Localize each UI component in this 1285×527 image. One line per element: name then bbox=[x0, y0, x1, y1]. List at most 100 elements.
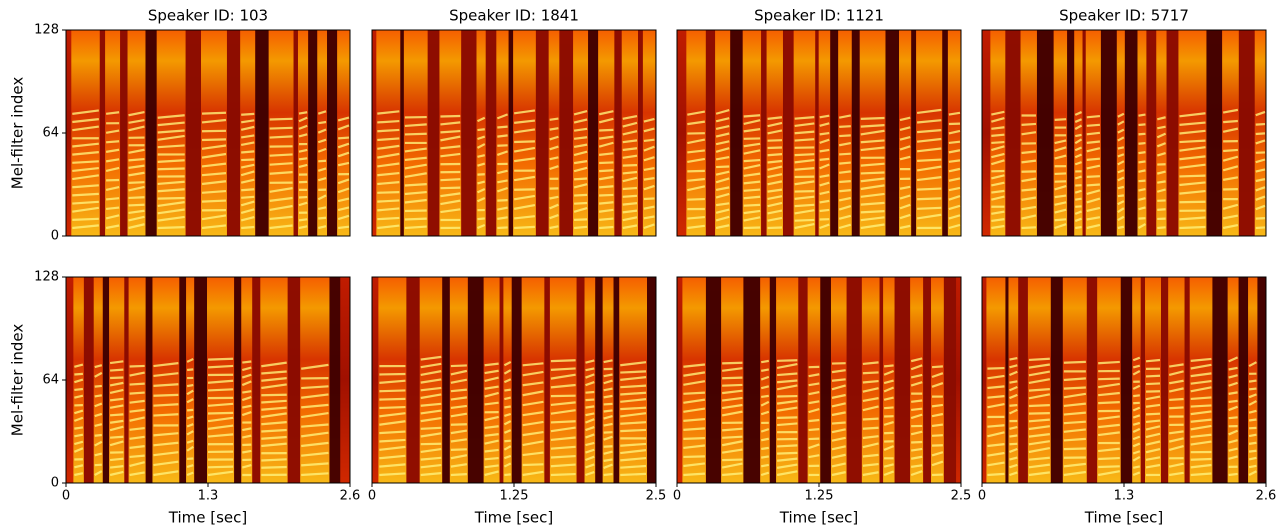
harmonic bbox=[261, 421, 287, 426]
harmonic bbox=[991, 110, 1005, 116]
panel-title: Speaker ID: 1121 bbox=[754, 7, 884, 25]
harmonic bbox=[585, 390, 595, 394]
harmonic bbox=[242, 360, 252, 364]
voiced-segment bbox=[268, 30, 294, 236]
harmonic bbox=[484, 376, 499, 383]
harmonic bbox=[1190, 357, 1212, 362]
harmonic bbox=[420, 432, 442, 438]
harmonic bbox=[73, 447, 84, 453]
harmonic bbox=[1190, 440, 1212, 446]
harmonic bbox=[722, 383, 743, 387]
harmonic bbox=[1086, 223, 1101, 230]
harmonic bbox=[129, 461, 145, 468]
harmonic bbox=[484, 391, 499, 398]
gap bbox=[1124, 30, 1138, 236]
harmonic bbox=[105, 129, 120, 134]
harmonic bbox=[522, 370, 544, 377]
harmonic bbox=[404, 198, 427, 204]
harmonic bbox=[1168, 387, 1184, 393]
gap bbox=[1005, 30, 1021, 236]
harmonic bbox=[503, 420, 512, 426]
panel: Mel-filter index Time [sec] 0 64 128 0 1.3 2.6 bbox=[9, 270, 361, 527]
harmonic bbox=[991, 133, 1005, 137]
harmonic bbox=[129, 371, 145, 377]
harmonic bbox=[767, 121, 783, 128]
gap bbox=[535, 30, 549, 236]
harmonic bbox=[585, 448, 595, 454]
harmonic bbox=[404, 217, 427, 221]
harmonic bbox=[948, 177, 961, 182]
harmonic bbox=[574, 193, 588, 197]
harmonic bbox=[477, 154, 486, 158]
harmonic bbox=[157, 225, 185, 230]
harmonic bbox=[301, 423, 329, 428]
harmonic bbox=[318, 159, 327, 163]
harmonic bbox=[910, 373, 923, 379]
harmonic bbox=[298, 116, 308, 123]
voiced-segment bbox=[376, 30, 401, 236]
harmonic bbox=[1009, 404, 1018, 407]
harmonic bbox=[269, 117, 293, 121]
panel: Speaker ID: 103 Mel-filter index 0 64 128 bbox=[9, 7, 351, 244]
harmonic bbox=[1145, 395, 1161, 401]
harmonic bbox=[683, 363, 706, 368]
harmonic bbox=[948, 186, 961, 192]
harmonic bbox=[157, 144, 185, 149]
harmonic bbox=[1145, 440, 1161, 446]
harmonic bbox=[917, 206, 942, 210]
harmonic bbox=[948, 159, 961, 163]
harmonic bbox=[599, 135, 614, 140]
harmonic bbox=[831, 453, 846, 459]
x-tick-label: 1.3 bbox=[1114, 489, 1135, 504]
harmonic bbox=[643, 145, 655, 152]
harmonic bbox=[1222, 214, 1239, 220]
gap bbox=[1184, 277, 1190, 483]
harmonic bbox=[450, 429, 468, 435]
harmonic bbox=[819, 223, 830, 230]
harmonic bbox=[862, 379, 879, 384]
harmonic bbox=[1074, 124, 1083, 130]
harmonic bbox=[420, 417, 442, 423]
gap bbox=[1082, 30, 1086, 236]
harmonic bbox=[317, 147, 327, 153]
x-tick-label: 2.6 bbox=[340, 489, 361, 504]
harmonic bbox=[573, 150, 588, 157]
gap bbox=[943, 277, 957, 483]
harmonic bbox=[722, 458, 743, 462]
gap bbox=[467, 277, 484, 483]
harmonic bbox=[839, 179, 851, 184]
harmonic bbox=[819, 181, 830, 187]
harmonic bbox=[808, 418, 820, 423]
harmonic bbox=[808, 373, 820, 378]
harmonic bbox=[1179, 129, 1206, 135]
gap bbox=[894, 277, 911, 483]
harmonic bbox=[991, 117, 1005, 123]
gap bbox=[851, 30, 860, 236]
harmonic bbox=[743, 114, 761, 118]
harmonic bbox=[683, 398, 706, 404]
harmonic bbox=[72, 217, 99, 221]
gap bbox=[406, 277, 420, 483]
harmonic bbox=[109, 440, 124, 447]
harmonic bbox=[1117, 185, 1125, 190]
harmonic bbox=[377, 224, 400, 230]
harmonic bbox=[1228, 366, 1238, 371]
harmonic bbox=[94, 412, 103, 418]
harmonic bbox=[201, 214, 227, 221]
gap bbox=[743, 277, 761, 483]
harmonic bbox=[1255, 168, 1266, 173]
harmonic bbox=[317, 177, 327, 182]
harmonic bbox=[687, 120, 706, 126]
harmonic bbox=[910, 413, 923, 420]
x-tick-label: 1.3 bbox=[198, 489, 219, 504]
voiced-segment bbox=[1145, 277, 1162, 483]
voiced-segment bbox=[201, 30, 227, 236]
gap bbox=[830, 30, 839, 236]
harmonic bbox=[1190, 463, 1212, 469]
harmonic bbox=[687, 149, 705, 154]
harmonic bbox=[317, 167, 327, 172]
harmonic bbox=[106, 197, 120, 201]
harmonic bbox=[513, 175, 536, 182]
harmonic bbox=[598, 110, 614, 116]
harmonic bbox=[72, 224, 99, 230]
